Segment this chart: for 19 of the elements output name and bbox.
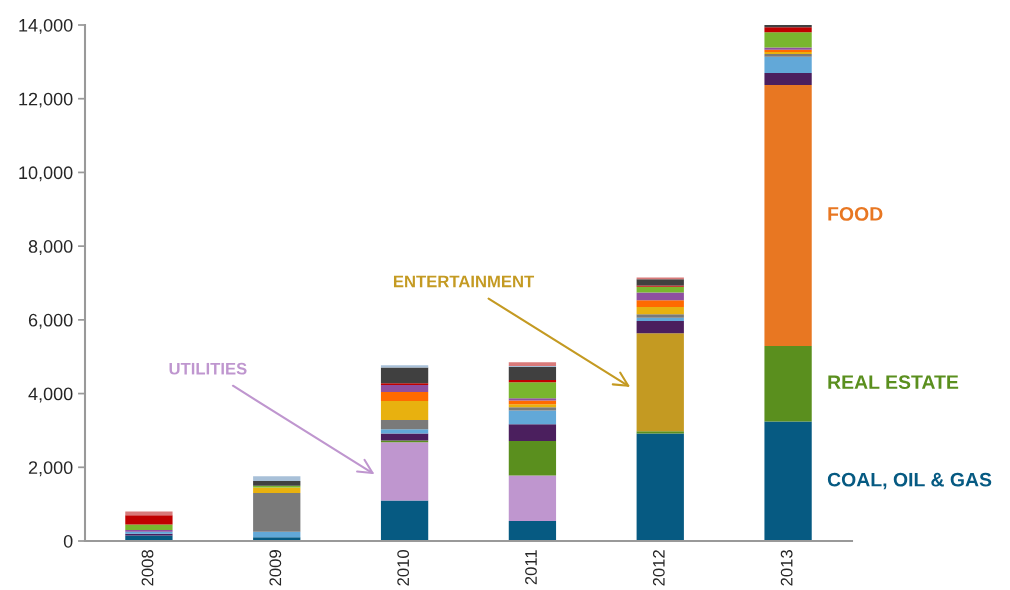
y-tick-label: 2,000 <box>28 461 73 477</box>
x-tick-label: 2012 <box>652 550 665 586</box>
y-tick-label: 12,000 <box>19 92 73 108</box>
x-tick-label: 2013 <box>780 550 793 586</box>
series-label: REAL ESTATE <box>828 375 959 390</box>
y-tick-label: 4,000 <box>28 387 73 403</box>
x-tick-label: 2009 <box>269 550 282 586</box>
x-tick-label: 2011 <box>525 550 537 585</box>
y-tick-label: 8,000 <box>28 240 73 255</box>
y-tick-label: 10,000 <box>19 166 73 182</box>
y-tick-label: 6,000 <box>28 313 73 329</box>
x-tick-label: 2010 <box>397 549 410 586</box>
x-tick-label: 2008 <box>141 550 154 586</box>
y-tick-label: 0 <box>63 534 73 548</box>
y-tick-label: 14,000 <box>19 18 73 34</box>
text: ENTERTAINMENT <box>393 275 535 288</box>
series-label: COAL, OIL & GAS <box>827 472 992 490</box>
text: UTILITIES <box>169 362 247 375</box>
series-label: FOOD <box>828 207 883 221</box>
